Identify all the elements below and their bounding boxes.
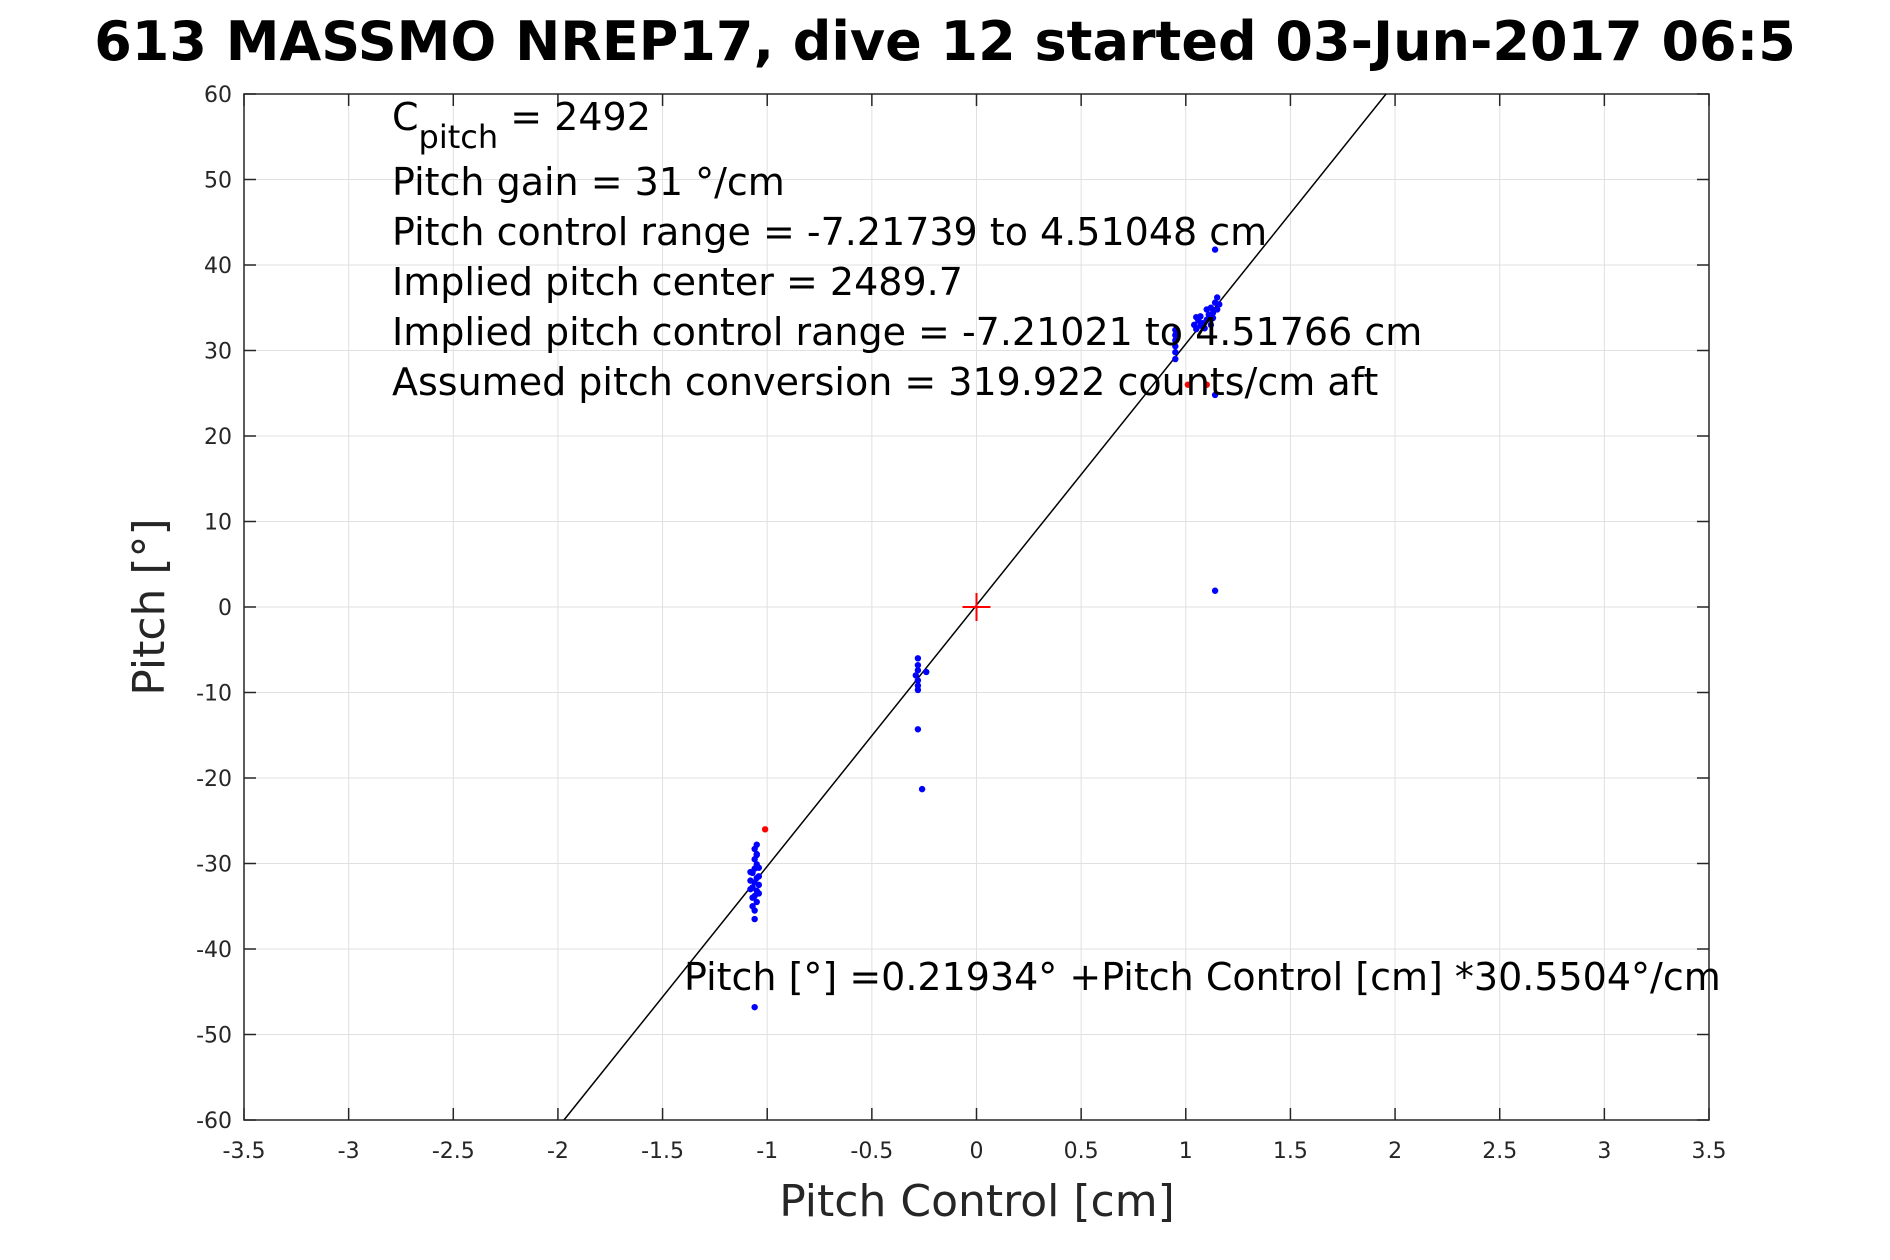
data-point: [914, 655, 922, 662]
data-point: [751, 1003, 758, 1011]
y-tick-label: 60: [204, 83, 232, 108]
x-tick-label: -0.5: [850, 1139, 893, 1164]
data-point: [1207, 321, 1215, 329]
data-point: [914, 661, 922, 669]
x-tick-label: 3.5: [1692, 1139, 1727, 1164]
data-point: [747, 868, 754, 876]
data-point: [923, 668, 930, 676]
data-point: [1193, 313, 1200, 321]
data-point: [914, 667, 922, 674]
x-tick-label: -2: [547, 1139, 569, 1164]
y-tick-label: -10: [196, 682, 232, 707]
data-point: [755, 890, 763, 897]
y-tick-labels: -60 -50 -40 -30 -20 -10 0 10 20 30 40 50 60: [196, 83, 232, 1134]
annotation-pitch-gain: Pitch gain = 31 °/cm: [392, 160, 785, 204]
data-point: [1172, 349, 1179, 356]
x-tick-labels: -3.5 -3 -2.5 -2 -1.5 -1 -0.5 0 0.5 1 1.5 2 2.5 3 3.5: [223, 1139, 1727, 1164]
data-point: [753, 898, 760, 906]
c-pitch-subscript: pitch: [419, 118, 499, 156]
y-tick-label: 40: [204, 254, 232, 279]
data-point: [753, 851, 760, 859]
data-point: [914, 677, 922, 684]
data-point: [1203, 306, 1210, 313]
x-tick-label: -3.5: [223, 1139, 266, 1164]
data-point: [1172, 337, 1179, 344]
data-point: [912, 672, 920, 679]
annotation-pitch-control-range: Pitch control range = -7.21739 to 4.5104…: [392, 210, 1267, 254]
grid-lines: [243, 93, 1710, 1121]
data-point: [751, 907, 758, 914]
flagged-data-point: [1203, 381, 1210, 388]
data-point: [755, 881, 763, 889]
data-point: [1209, 314, 1217, 322]
x-tick-label: 0: [970, 1139, 984, 1164]
x-tick-label: 0.5: [1064, 1139, 1099, 1164]
x-tick-label: 1.5: [1273, 1139, 1308, 1164]
data-point: [1172, 355, 1179, 363]
annotation-implied-pitch-control-range: Implied pitch control range = -7.21021 t…: [392, 310, 1422, 354]
y-tick-label: -40: [196, 938, 232, 963]
data-point: [918, 785, 926, 793]
y-tick-label: 20: [204, 425, 232, 450]
y-tick-label: 10: [204, 511, 232, 536]
flagged-data-point: [1184, 381, 1192, 388]
fit-equation-annotation: Pitch [°] =0.21934° +Pitch Control [cm] …: [684, 955, 1721, 999]
data-point: [747, 877, 754, 884]
axis-ticks: [243, 93, 1710, 1121]
y-tick-label: -60: [196, 1109, 232, 1134]
c-pitch-main: C: [392, 95, 419, 139]
data-point: [1213, 306, 1221, 313]
data-point: [1211, 391, 1219, 399]
x-tick-label: 3: [1597, 1139, 1611, 1164]
data-point: [755, 864, 763, 871]
data-point: [1197, 322, 1204, 329]
y-tick-label: 0: [218, 596, 232, 621]
data-point: [747, 885, 754, 893]
data-point: [755, 873, 763, 880]
chart-title: 613 MASSMO NREP17, dive 12 started 03-Ju…: [94, 10, 1796, 73]
data-point: [1172, 326, 1179, 334]
data-points: [747, 246, 1223, 1011]
y-axis-label: Pitch [°]: [124, 518, 175, 695]
data-point: [1211, 587, 1219, 594]
center-marker-group: [962, 593, 991, 621]
y-tick-label: -30: [196, 853, 232, 878]
data-point: [1203, 316, 1210, 323]
annotation-implied-pitch-center: Implied pitch center = 2489.7: [392, 260, 963, 304]
data-point: [1172, 331, 1179, 339]
annotation-assumed-pitch-conversion: Assumed pitch conversion = 319.922 count…: [392, 360, 1378, 404]
data-point: [914, 686, 922, 694]
y-tick-label: -20: [196, 767, 232, 792]
data-point: [1172, 343, 1179, 350]
y-tick-label: -50: [196, 1024, 232, 1049]
data-point: [1216, 301, 1223, 308]
data-point: [1211, 246, 1219, 253]
x-tick-label: 2.5: [1482, 1139, 1517, 1164]
data-point: [749, 894, 756, 901]
data-point: [753, 841, 760, 848]
y-tick-label: 30: [204, 340, 232, 365]
x-tick-label: 1: [1179, 1139, 1193, 1164]
x-axis-label: Pitch Control [cm]: [779, 1176, 1175, 1227]
x-tick-label: -1.5: [641, 1139, 684, 1164]
data-point: [751, 915, 758, 923]
c-pitch-value: = 2492: [498, 95, 651, 139]
data-point: [914, 726, 922, 733]
x-tick-label: -3: [338, 1139, 360, 1164]
c-pitch-annotation: Cpitch = 2492: [392, 95, 651, 156]
x-tick-label: -1: [756, 1139, 778, 1164]
data-point: [1213, 294, 1221, 301]
x-tick-label: 2: [1388, 1139, 1402, 1164]
flagged-data-point: [761, 826, 769, 833]
x-tick-label: -2.5: [432, 1139, 475, 1164]
annotation-block: Cpitch = 2492 Pitch gain = 31 °/cm Pitch…: [392, 95, 1721, 999]
y-tick-label: 50: [204, 169, 232, 194]
